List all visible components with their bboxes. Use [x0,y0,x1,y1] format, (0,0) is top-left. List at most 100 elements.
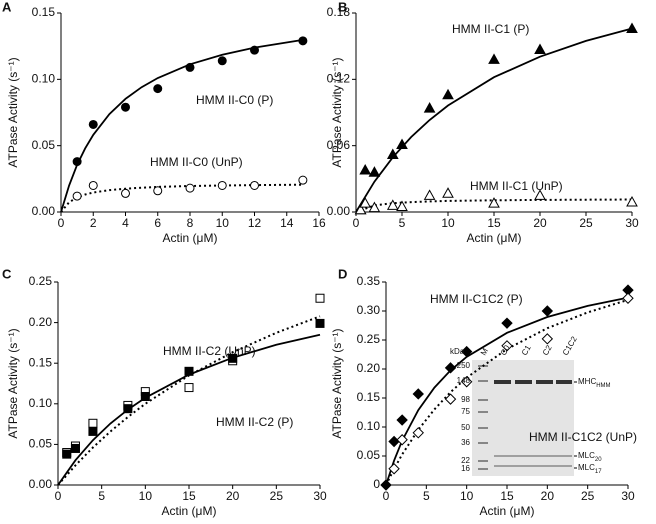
x-tick-label: 10 [139,489,153,503]
point [626,196,638,207]
point [541,305,554,317]
band-subscript: HMM [596,383,610,389]
band-label: MLC17 [578,463,602,474]
x-tick-label: 0 [383,489,390,503]
point [153,84,163,94]
x-tick-label: 16 [312,216,326,230]
x-tick-label: 6 [154,216,161,230]
marker-label: 16 [461,464,470,473]
point [315,293,325,303]
lane-label: M [479,346,490,357]
point [354,203,367,215]
x-axis-label: Actin (μM) [162,504,217,518]
point [72,157,82,167]
band-label: MLC20 [578,451,602,462]
x-tick-label: 5 [399,216,406,230]
band-subscript: 20 [595,457,602,463]
marker-label: 36 [461,438,470,447]
point [184,383,194,393]
gel-image [472,360,574,476]
panel-label: D [338,266,347,281]
y-tick-label: 0.05 [357,448,381,462]
point [501,340,513,352]
point [88,426,98,436]
y-axis-label: ATPase Activity (s⁻¹) [330,57,344,167]
marker-label: 148 [457,376,471,385]
y-tick-label: 0.12 [327,72,351,86]
point [217,56,227,66]
point [460,345,473,358]
x-tick-label: 10 [460,489,474,503]
point [442,187,454,198]
x-axis-label: Actin (μM) [163,231,218,245]
y-tick-label: 0.20 [29,315,53,329]
point [388,435,400,448]
x-axis-label: Actin (μM) [467,231,522,245]
point [70,443,80,453]
point [386,148,399,160]
x-tick-label: 0 [353,216,360,230]
x-tick-label: 0 [58,216,65,230]
point [88,418,98,428]
x-tick-label: 4 [122,216,129,230]
point [622,292,634,304]
y-axis-label: ATPase Activity (s⁻¹) [6,57,20,167]
point [315,318,325,328]
marker-label: 75 [461,407,470,416]
band-name: MLC [578,463,595,472]
point [140,391,150,401]
point [217,180,227,190]
y-tick-label: 0.15 [29,355,53,369]
series-label: HMM II-C2 (UnP) [163,344,256,358]
x-tick-label: 25 [579,216,593,230]
point [88,180,98,190]
y-tick-label: 0.00 [32,204,56,218]
series-label: HMM II-C2 (P) [216,415,293,429]
x-tick-label: 30 [621,489,635,503]
series-label: HMM II-C1 (P) [452,22,529,36]
y-tick-label: 0.30 [357,303,381,317]
point [250,45,259,55]
x-tick-label: 25 [581,489,595,503]
point [153,186,163,196]
point [121,102,130,112]
series-label: HMM II-C0 (UnP) [150,155,243,169]
y-axis-label: ATPase Activity (s⁻¹) [6,328,20,438]
y-tick-label: 0.06 [327,138,351,152]
point [412,388,424,400]
series-label: HMM II-C0 (P) [196,93,273,107]
point [626,22,638,33]
point [121,188,130,198]
y-tick-label: 0.25 [357,332,381,346]
point [359,163,372,175]
point [488,53,500,64]
point [396,138,408,150]
panel-label: B [338,0,347,14]
marker-label: 98 [461,395,470,404]
x-tick-label: 0 [55,489,62,503]
point [368,166,381,177]
point [185,62,195,72]
x-tick-label: 30 [625,216,639,230]
band-name: MLC [578,451,595,460]
x-tick-label: 5 [423,489,430,503]
lane-label: C2 [541,343,554,357]
point [534,43,546,54]
point [442,88,454,100]
y-tick-label: 0.10 [32,72,56,86]
point [412,427,424,439]
fit-curve [57,333,321,486]
point [184,366,194,376]
point [396,414,408,426]
x-tick-label: 25 [270,489,284,503]
y-tick-label: 0.35 [357,274,381,288]
y-tick-label: 0.18 [327,5,351,19]
point [423,102,436,113]
point [88,119,98,129]
point [250,180,259,190]
y-axis-label: ATPase Activity (s⁻¹) [330,328,344,438]
point [534,189,546,200]
x-tick-label: 20 [541,489,555,503]
